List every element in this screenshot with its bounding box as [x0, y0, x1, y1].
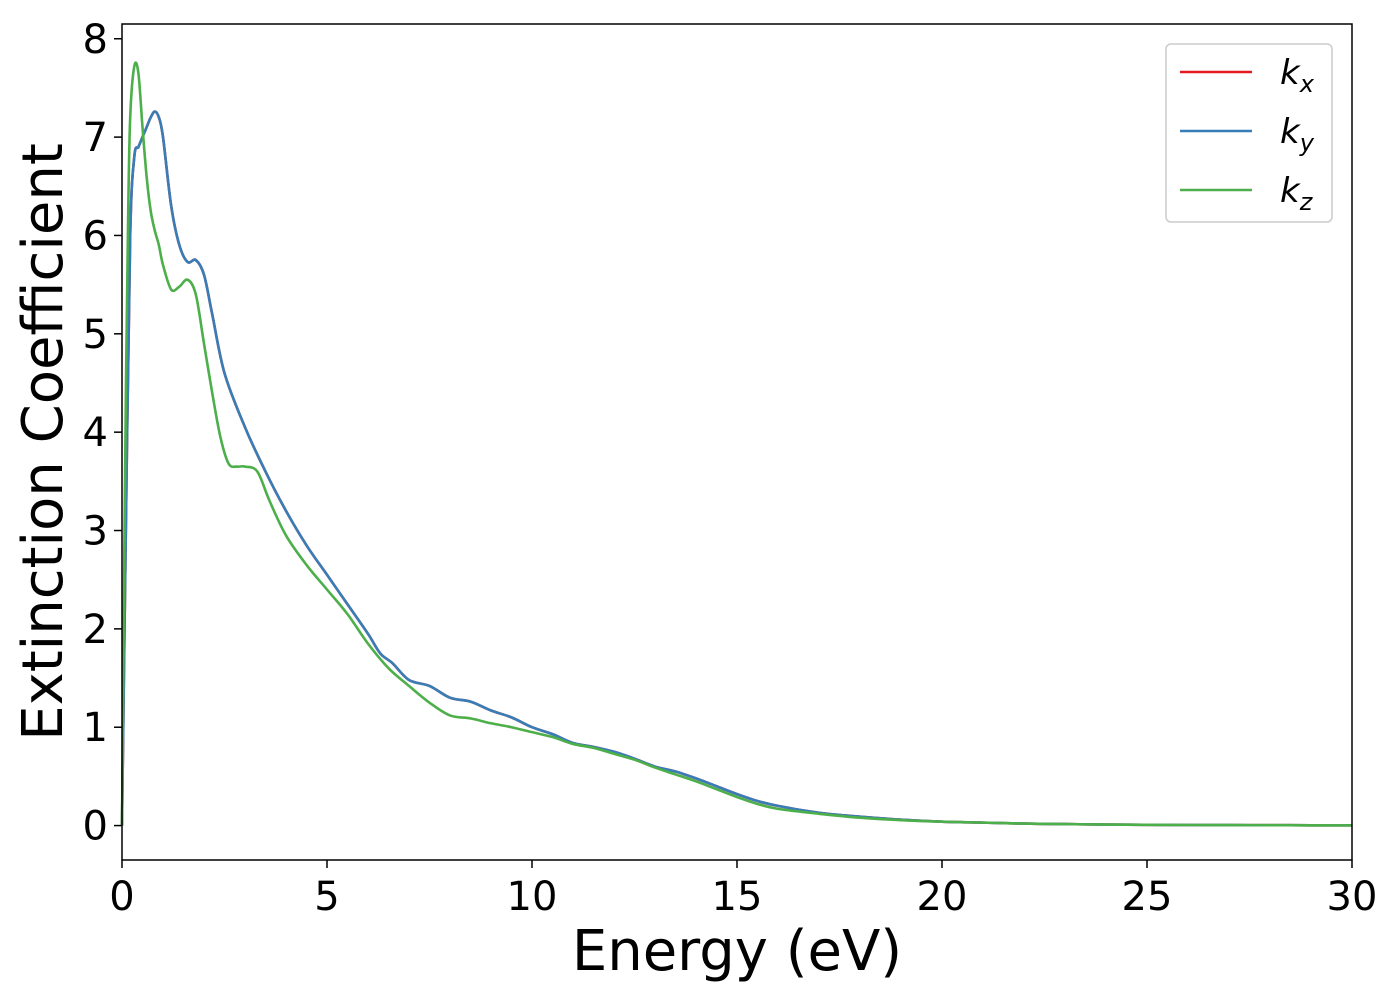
y-tick-label: 5 — [83, 312, 108, 358]
legend-box — [1165, 43, 1333, 223]
x-tick-label: 30 — [1327, 874, 1378, 920]
y-tick-label: 8 — [83, 17, 108, 63]
y-tick-label: 7 — [83, 115, 108, 161]
series-layer — [120, 61, 1353, 827]
y-axis-ticks: 0 1 2 3 4 5 6 7 8 — [83, 17, 122, 850]
y-tick-label: 2 — [83, 607, 108, 653]
y-tick-label: 0 — [83, 804, 108, 850]
x-tick-label: 20 — [917, 874, 968, 920]
x-tick-label: 5 — [314, 874, 339, 920]
x-tick-label: 15 — [712, 874, 763, 920]
x-tick-label: 10 — [507, 874, 558, 920]
y-tick-label: 4 — [83, 410, 108, 456]
legend-label-kz: kz — [1280, 171, 1314, 216]
y-tick-label: 1 — [83, 705, 108, 751]
legend: kx ky kz — [1165, 43, 1333, 223]
x-tick-label: 25 — [1122, 874, 1173, 920]
y-tick-label: 3 — [83, 509, 108, 555]
plot-background — [122, 24, 1352, 860]
y-tick-label: 6 — [83, 213, 108, 259]
x-axis-label: Energy (eV) — [572, 919, 902, 984]
x-axis-ticks: 0 5 10 15 20 25 30 — [109, 860, 1377, 920]
legend-label-ky: ky — [1280, 112, 1315, 157]
x-tick-label: 0 — [109, 874, 134, 920]
series-line-kz — [120, 61, 1353, 827]
legend-label-kx: kx — [1280, 53, 1315, 98]
y-axis-label: Extinction Coefficient — [11, 143, 76, 741]
